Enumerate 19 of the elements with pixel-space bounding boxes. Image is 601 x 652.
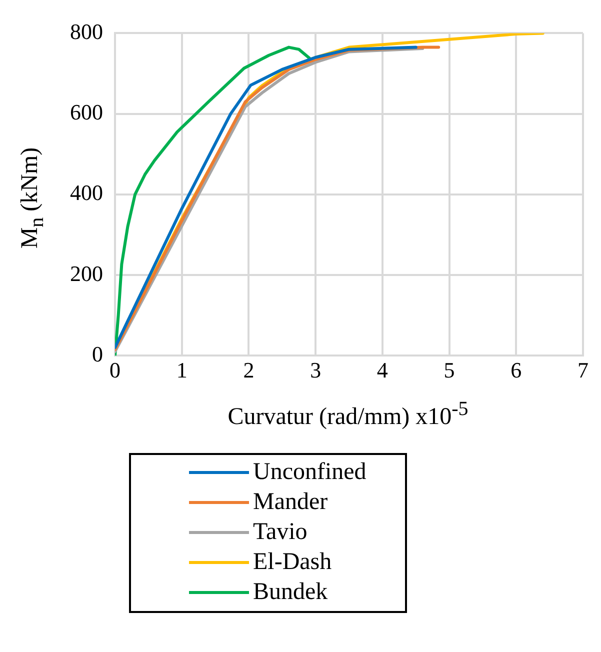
x-tick-label: 1 xyxy=(176,358,188,383)
y-tick-label: 800 xyxy=(70,18,103,44)
x-tick-label: 6 xyxy=(510,358,522,383)
x-tick-label: 2 xyxy=(243,358,254,383)
y-tick-label: 200 xyxy=(70,260,103,286)
y-tick-label: 0 xyxy=(92,341,103,366)
y-tick-label: 600 xyxy=(70,100,103,125)
x-tick-label: 4 xyxy=(376,358,388,383)
x-tick-label: 3 xyxy=(310,358,322,383)
legend-label: Unconfined xyxy=(253,458,366,486)
x-tick-label: 0 xyxy=(110,358,120,383)
x-axis-title: Curvatur (rad/mm) x10$^{-5}$ xyxy=(226,398,470,431)
legend-label: El-Dash xyxy=(253,548,332,576)
x-tick-label: 7 xyxy=(578,358,588,383)
legend-label: Tavio xyxy=(253,518,308,546)
x-tick-label: 5 xyxy=(444,358,455,383)
y-tick-label: 400 xyxy=(70,180,103,206)
legend-label: Mander xyxy=(253,488,328,516)
legend-label: Bundek xyxy=(253,578,328,606)
